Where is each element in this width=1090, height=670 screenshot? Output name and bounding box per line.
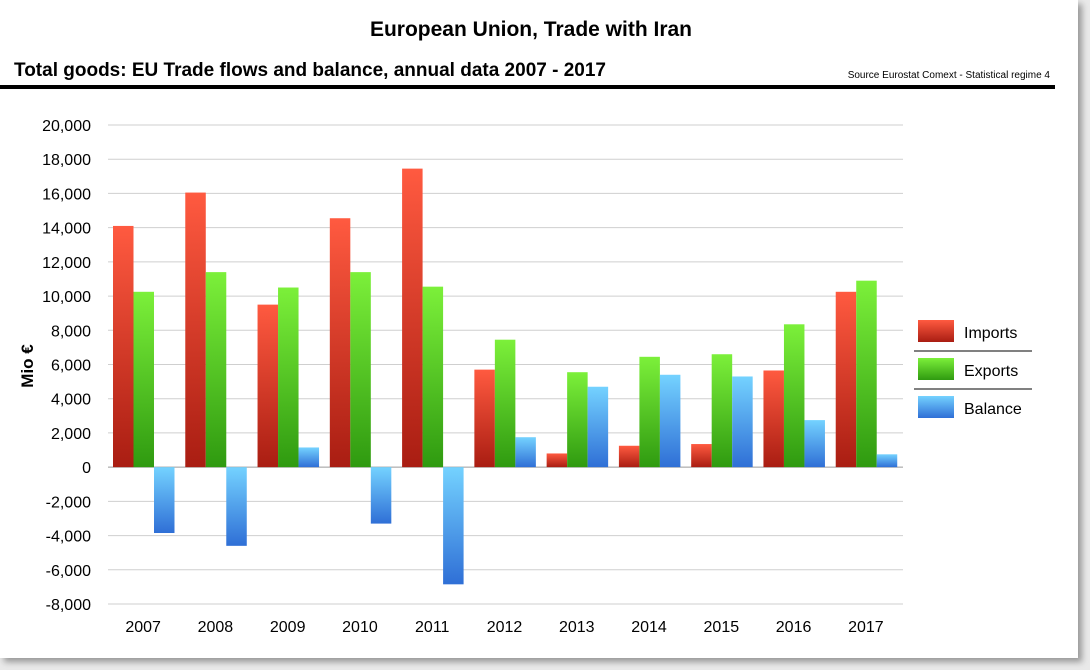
bar-imports-2011: [402, 168, 423, 468]
y-tick-label: 6,000: [51, 358, 91, 375]
legend: Imports Exports Balance: [914, 320, 1032, 418]
y-tick-label: 2,000: [51, 426, 91, 443]
legend-swatch-exports: [918, 358, 954, 380]
bar-balance-2011: [443, 467, 464, 585]
legend-swatch-balance: [918, 396, 954, 418]
bar-imports-2015: [691, 444, 712, 468]
bar-exports-2008: [205, 272, 227, 468]
y-tick-label: 8,000: [51, 323, 91, 340]
y-tick-label: -6,000: [46, 563, 91, 580]
y-tick-label: -8,000: [46, 597, 91, 614]
bar-exports-2011: [422, 286, 444, 468]
legend-swatch-imports: [918, 320, 954, 342]
bar-balance-2015: [732, 376, 753, 468]
x-tick-label: 2016: [776, 619, 812, 636]
bar-exports-2014: [639, 356, 660, 468]
bar-balance-2008: [226, 467, 247, 546]
x-tick-label: 2014: [631, 619, 667, 636]
x-tick-label: 2012: [487, 619, 523, 636]
bar-imports-2014: [618, 445, 640, 468]
x-tick-label: 2007: [125, 619, 161, 636]
y-tick-label: 14,000: [42, 221, 91, 238]
chart-title: European Union, Trade with Iran: [369, 18, 693, 41]
legend-label-exports: Exports: [964, 363, 1018, 380]
chart-subtitle: Total goods: EU Trade flows and balance,…: [14, 60, 606, 81]
y-axis-label: Mio €: [18, 344, 37, 388]
bar-imports-2016: [763, 370, 784, 468]
x-tick-label: 2017: [848, 619, 884, 636]
bar-chart: 20,000 18,000 16,000 14,000 12,000 10,000 8,00…: [18, 118, 1032, 636]
x-tick-label: 2015: [704, 619, 740, 636]
x-tick-label: 2013: [559, 619, 595, 636]
bars: [113, 168, 898, 585]
y-tick-label: 18,000: [42, 152, 91, 169]
bar-imports-2013: [546, 453, 568, 468]
bar-balance-2013: [587, 386, 609, 468]
bar-balance-2017: [876, 454, 898, 468]
bar-imports-2009: [257, 304, 279, 468]
legend-label-balance: Balance: [964, 401, 1022, 418]
bar-exports-2010: [350, 272, 371, 468]
bar-exports-2017: [856, 280, 877, 468]
y-axis-ticks: 20,000 18,000 16,000 14,000 12,000 10,000 8,00…: [42, 118, 91, 614]
bar-exports-2012: [494, 339, 516, 468]
x-tick-label: 2011: [415, 619, 450, 636]
x-tick-label: 2010: [342, 619, 378, 636]
bar-exports-2013: [567, 372, 588, 468]
y-tick-label: 0: [82, 460, 91, 477]
bar-exports-2016: [783, 324, 805, 468]
bar-imports-2007: [113, 225, 134, 468]
bar-exports-2015: [711, 354, 733, 468]
bar-exports-2007: [133, 291, 154, 468]
header-divider: [0, 85, 1055, 89]
x-tick-label: 2008: [198, 619, 234, 636]
y-tick-label: 16,000: [42, 186, 91, 203]
bar-balance-2012: [515, 437, 536, 468]
y-tick-label: 20,000: [42, 118, 91, 135]
source-note: Source Eurostat Comext - Statistical reg…: [847, 70, 1050, 81]
x-axis-ticks: 2007 2008 2009 2010 2011 2012 2013 2014 2015 2016…: [125, 619, 883, 636]
bar-exports-2009: [278, 287, 299, 468]
y-tick-label: -4,000: [46, 529, 91, 546]
legend-label-imports: Imports: [964, 325, 1017, 342]
bar-balance-2014: [659, 374, 681, 468]
bar-imports-2012: [474, 369, 495, 468]
y-tick-label: 4,000: [51, 392, 91, 409]
x-tick-label: 2009: [270, 619, 306, 636]
y-tick-label: -2,000: [46, 494, 91, 511]
y-tick-label: 12,000: [42, 255, 91, 272]
bar-balance-2007: [154, 467, 175, 534]
bar-imports-2008: [185, 192, 206, 468]
bar-balance-2010: [370, 467, 392, 524]
y-tick-label: 10,000: [42, 289, 91, 306]
bar-imports-2010: [329, 218, 351, 468]
chart-frame: European Union, Trade with Iran Total go…: [0, 0, 1078, 658]
bar-balance-2016: [804, 420, 825, 468]
bar-balance-2009: [298, 447, 320, 468]
bar-imports-2017: [835, 291, 857, 468]
